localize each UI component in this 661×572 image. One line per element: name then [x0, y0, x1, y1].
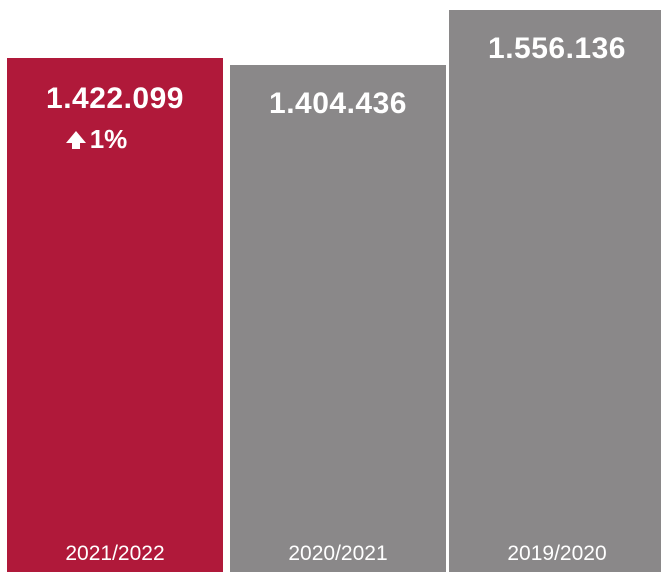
data-label: 1.422.099 [46, 82, 184, 115]
arrow-up-icon [65, 131, 86, 149]
bar-2021-2022: 1.422.099 1% 2021/2022 [7, 58, 223, 572]
category-label: 2021/2022 [65, 542, 165, 565]
change-value: 1% [89, 124, 128, 154]
bar-2019-2020: 1.556.136 2019/2020 [449, 10, 661, 572]
change-indicator: 1% [7, 124, 223, 155]
category-label: 2019/2020 [507, 542, 607, 565]
category-label: 2020/2021 [288, 542, 388, 565]
data-label: 1.556.136 [488, 32, 626, 65]
data-label: 1.404.436 [269, 87, 407, 120]
bar-2020-2021: 1.404.436 2020/2021 [230, 65, 446, 572]
